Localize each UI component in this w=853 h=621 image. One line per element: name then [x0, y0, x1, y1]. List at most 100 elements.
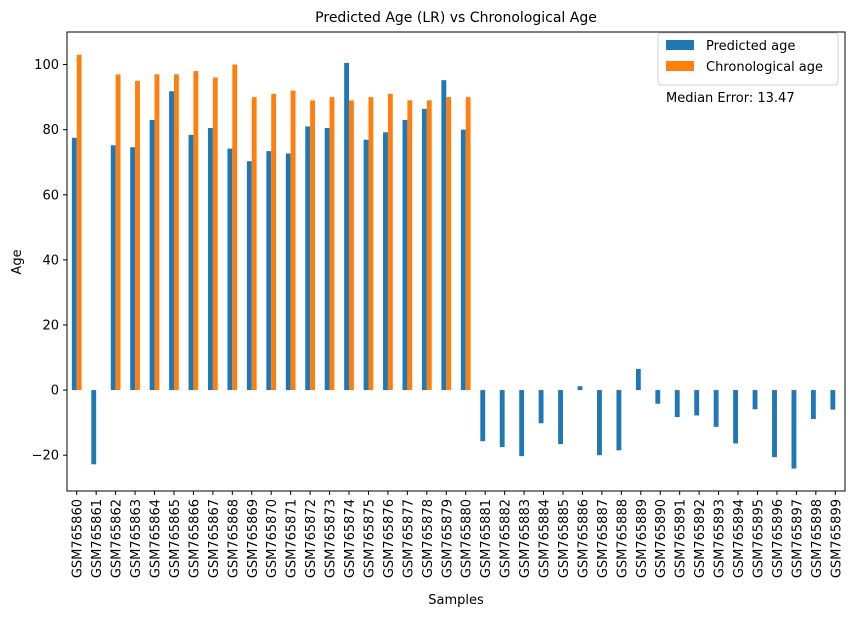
bar-predicted-GSM765882: [499, 390, 505, 448]
bar-chronological-GSM765875: [368, 97, 374, 391]
x-tick-label: GSM765896: [771, 499, 786, 578]
x-tick-label: GSM765897: [790, 499, 805, 578]
legend-box: [657, 32, 839, 86]
y-axis-label: Age: [10, 249, 25, 274]
bar-predicted-GSM765894: [733, 390, 739, 444]
bar-predicted-GSM765860: [71, 137, 77, 391]
x-tick-label: GSM765887: [596, 499, 611, 578]
bar-predicted-GSM765892: [694, 390, 700, 416]
bar-chronological-GSM765878: [426, 100, 432, 391]
x-tick-label: GSM765869: [246, 499, 261, 578]
legend-swatch: [666, 40, 694, 50]
x-tick-label: GSM765883: [518, 499, 533, 578]
y-tick-label: 80: [42, 123, 59, 138]
x-tick-label: GSM765891: [674, 499, 689, 578]
bar-predicted-GSM765872: [305, 126, 311, 391]
median-error-annotation: Median Error: 13.47: [666, 91, 795, 106]
y-axis-ticks: −20 0 20 40 60 80 100: [32, 58, 67, 464]
bar-predicted-GSM765861: [91, 390, 97, 465]
x-tick-label: GSM765864: [149, 499, 164, 578]
x-tick-label: GSM765881: [479, 499, 494, 578]
legend-label: Chronological age: [706, 60, 823, 75]
bar-predicted-GSM765871: [285, 153, 291, 391]
x-tick-label: GSM765898: [810, 499, 825, 578]
bar-predicted-GSM765898: [810, 390, 816, 420]
y-tick-label: 60: [42, 188, 59, 203]
bar-predicted-GSM765862: [110, 145, 116, 391]
x-axis-label: Samples: [428, 593, 484, 608]
x-tick-label: GSM765863: [129, 499, 144, 578]
bar-predicted-GSM765874: [344, 62, 350, 391]
bars-group: [71, 54, 836, 469]
bar-chronological-GSM765869: [251, 97, 257, 391]
x-tick-label: GSM765885: [557, 499, 572, 578]
bar-predicted-GSM765865: [169, 91, 174, 391]
bar-predicted-GSM765873: [324, 128, 330, 391]
bar-chronological-GSM765863: [135, 80, 140, 391]
x-axis-ticks: GSM765860 GSM765861 GSM765862 GSM765863 GSM7…: [71, 491, 844, 578]
bar-predicted-GSM765867: [208, 128, 213, 391]
bar-predicted-GSM765870: [266, 151, 272, 391]
x-tick-label: GSM765860: [71, 499, 86, 578]
bar-chronological-GSM765873: [329, 97, 335, 391]
bar-chronological-GSM765877: [407, 100, 413, 391]
bar-chronological-GSM765870: [271, 93, 277, 391]
bar-predicted-GSM765884: [538, 390, 544, 424]
y-tick-label: 40: [42, 253, 59, 268]
bar-predicted-GSM765864: [149, 119, 155, 391]
x-tick-label: GSM765867: [207, 499, 222, 578]
x-tick-label: GSM765899: [829, 499, 844, 578]
bar-predicted-GSM765897: [791, 390, 797, 469]
x-tick-label: GSM765880: [460, 499, 475, 578]
x-tick-label: GSM765875: [362, 499, 377, 578]
x-tick-label: GSM765861: [90, 499, 105, 578]
bar-predicted-GSM765885: [558, 390, 563, 445]
bar-predicted-GSM765889: [635, 368, 641, 391]
x-tick-label: GSM765876: [382, 499, 397, 578]
chart-title: Predicted Age (LR) vs Chronological Age: [315, 10, 597, 26]
x-tick-label: GSM765882: [499, 499, 514, 578]
x-tick-label: GSM765892: [693, 499, 708, 578]
bar-predicted-GSM765895: [752, 390, 758, 410]
x-tick-label: GSM765872: [304, 499, 319, 578]
bar-predicted-GSM765880: [460, 129, 466, 391]
x-tick-label: GSM765866: [187, 499, 202, 578]
x-tick-label: GSM765868: [226, 499, 241, 578]
legend: Predicted age Chronological age: [657, 32, 839, 86]
x-tick-label: GSM765870: [265, 499, 280, 578]
bar-chronological-GSM765868: [232, 64, 238, 391]
bar-predicted-GSM765863: [130, 147, 136, 391]
y-tick-label: 20: [42, 318, 59, 333]
y-tick-label: 0: [51, 384, 59, 399]
bar-chronological-GSM765874: [349, 100, 354, 391]
bar-predicted-GSM765891: [674, 390, 680, 418]
x-tick-label: GSM765879: [440, 499, 455, 578]
x-tick-label: GSM765873: [324, 499, 339, 578]
bar-predicted-GSM765868: [227, 148, 233, 391]
bar-predicted-GSM765888: [616, 390, 622, 451]
x-tick-label: GSM765884: [538, 499, 553, 578]
x-tick-label: GSM765865: [168, 499, 183, 578]
bar-predicted-GSM765877: [402, 119, 408, 391]
y-tick-label: −20: [32, 449, 59, 464]
bar-chronological-GSM765862: [115, 74, 121, 391]
x-tick-label: GSM765889: [635, 499, 650, 578]
x-tick-label: GSM765894: [732, 499, 747, 578]
bar-predicted-GSM765893: [713, 390, 719, 427]
bar-predicted-GSM765876: [383, 132, 388, 391]
x-tick-label: GSM765862: [110, 499, 125, 578]
x-tick-label: GSM765877: [401, 499, 416, 578]
x-tick-label: GSM765895: [751, 499, 766, 578]
x-tick-label: GSM765871: [285, 499, 300, 578]
x-tick-label: GSM765874: [343, 499, 358, 578]
bar-predicted-GSM765886: [577, 386, 583, 391]
bar-chronological-GSM765872: [310, 100, 315, 391]
bar-chronological-GSM765865: [173, 74, 179, 391]
bar-chronological-GSM765880: [465, 97, 471, 391]
legend-swatch: [666, 61, 694, 71]
bar-predicted-GSM765869: [246, 161, 252, 391]
bar-chronological-GSM765871: [290, 90, 296, 391]
bar-predicted-GSM765878: [421, 108, 427, 391]
bar-predicted-GSM765887: [597, 390, 602, 456]
